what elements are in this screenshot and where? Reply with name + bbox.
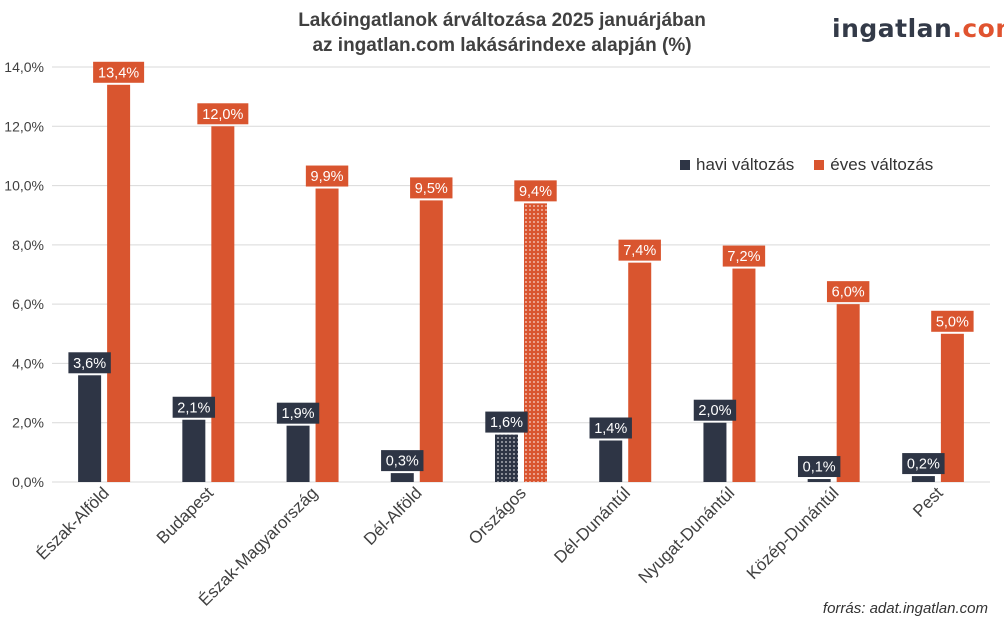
legend-label-yearly: éves változás <box>830 155 934 174</box>
data-label-box-yearly <box>931 310 974 332</box>
bar-monthly <box>286 425 310 482</box>
legend-item-yearly: éves változás <box>814 155 933 175</box>
bar-yearly <box>836 304 860 482</box>
chart-title-line2: az ingatlan.com lakásárindexe alapján (%… <box>312 35 692 56</box>
legend-item-monthly: havi változás <box>680 155 794 175</box>
bar-monthly <box>182 419 206 482</box>
data-labels: 3,6% 13,4% 2,1% 12,0% 1,9% 9,9% 0,3% 9,5% 1,6% 9,… <box>68 61 974 478</box>
data-label-monthly: 0,1% <box>803 460 836 476</box>
chart-title: Lakóingatlanok árváltozása 2025 januárjá… <box>0 8 1004 58</box>
brand-logo: ingatlan.com <box>832 14 1004 43</box>
x-tick-label: Észak-Alföld <box>33 483 113 563</box>
logo-text-domain: .com <box>952 14 1004 43</box>
y-tick-label: 8,0% <box>12 237 44 253</box>
data-label-box-yearly <box>305 165 349 187</box>
x-tick-label: Dél-Alföld <box>360 483 426 549</box>
data-label-box-yearly <box>410 177 453 199</box>
data-label-yearly: 9,9% <box>311 169 344 185</box>
data-label-yearly: 7,2% <box>727 249 760 265</box>
source-note: forrás: adat.ingatlan.com <box>822 600 988 617</box>
data-label-monthly: 0,2% <box>907 457 940 473</box>
data-label-box-yearly <box>93 61 145 83</box>
data-label-yearly: 5,0% <box>936 314 969 330</box>
y-tick-label: 0,0% <box>12 474 44 490</box>
data-label-yearly: 12,0% <box>202 107 243 123</box>
x-tick-label: Közép-Dunántúl <box>743 483 843 583</box>
chart-legend: havi változás éves változás <box>680 155 953 175</box>
chart-title-line1: Lakóingatlanok árváltozása 2025 januárjá… <box>298 10 706 31</box>
bar-yearly <box>524 203 547 482</box>
data-label-box-monthly <box>797 456 841 478</box>
bar-monthly <box>911 476 935 482</box>
data-label-box-monthly <box>902 453 945 475</box>
data-label-monthly: 1,6% <box>490 415 523 431</box>
x-tick-label: Dél-Dunántúl <box>550 483 634 567</box>
data-label-box-yearly <box>722 245 766 267</box>
data-label-monthly: 0,3% <box>386 454 419 470</box>
data-label-box-monthly <box>68 352 111 374</box>
data-label-monthly: 1,4% <box>594 421 627 437</box>
legend-label-monthly: havi változás <box>696 155 795 174</box>
bar-monthly <box>807 479 831 482</box>
y-tick-label: 14,0% <box>4 59 44 75</box>
data-label-yearly: 9,5% <box>415 181 448 197</box>
y-tick-label: 6,0% <box>12 296 44 312</box>
data-label-box-yearly <box>618 239 661 261</box>
x-tick-label: Pest <box>909 483 947 521</box>
data-label-box-monthly <box>276 402 320 424</box>
bar-yearly <box>419 200 443 482</box>
data-label-yearly: 13,4% <box>98 65 139 81</box>
data-label-yearly: 9,4% <box>519 184 552 200</box>
bar-yearly <box>107 84 131 483</box>
bar-yearly <box>211 126 235 483</box>
legend-swatch-monthly <box>680 160 690 170</box>
data-label-box-yearly <box>514 180 557 202</box>
y-tick-label: 12,0% <box>4 118 44 134</box>
data-label-monthly: 2,0% <box>698 403 731 419</box>
x-tick-label: Országos <box>465 483 530 548</box>
data-label-box-monthly <box>485 411 528 433</box>
y-tick-label: 4,0% <box>12 355 44 371</box>
bar-monthly <box>495 434 518 482</box>
data-label-monthly: 2,1% <box>177 400 210 416</box>
data-label-monthly: 1,9% <box>282 406 315 422</box>
data-label-monthly: 3,6% <box>73 356 106 372</box>
data-label-box-monthly <box>589 417 632 439</box>
bar-monthly <box>703 422 727 482</box>
bars <box>78 84 964 483</box>
bar-monthly <box>390 473 414 482</box>
y-axis-tick-labels: 0,0% 2,0% 4,0% 6,0% 8,0% 10,0% 12,0% 14,0% <box>4 59 44 490</box>
bar-yearly <box>732 268 756 482</box>
data-label-box-yearly <box>197 103 249 125</box>
bar-yearly <box>628 262 652 482</box>
bar-yearly <box>315 188 339 483</box>
data-label-box-monthly <box>172 396 216 418</box>
y-tick-label: 2,0% <box>12 415 44 431</box>
bar-yearly <box>940 333 964 482</box>
data-label-box-yearly <box>826 281 870 303</box>
bar-monthly <box>78 375 102 482</box>
data-label-box-monthly <box>381 450 424 472</box>
data-label-yearly: 6,0% <box>832 285 865 301</box>
logo-text-main: ingatlan <box>832 14 953 43</box>
x-tick-label: Budapest <box>153 483 217 547</box>
data-label-yearly: 7,4% <box>623 243 656 259</box>
x-tick-label: Nyugat-Dunántúl <box>635 483 739 587</box>
data-label-box-monthly <box>693 399 737 421</box>
bar-monthly <box>599 440 623 482</box>
y-tick-label: 10,0% <box>4 178 44 194</box>
legend-swatch-yearly <box>814 160 825 170</box>
x-tick-label: Észak-Magyarország <box>195 483 321 609</box>
